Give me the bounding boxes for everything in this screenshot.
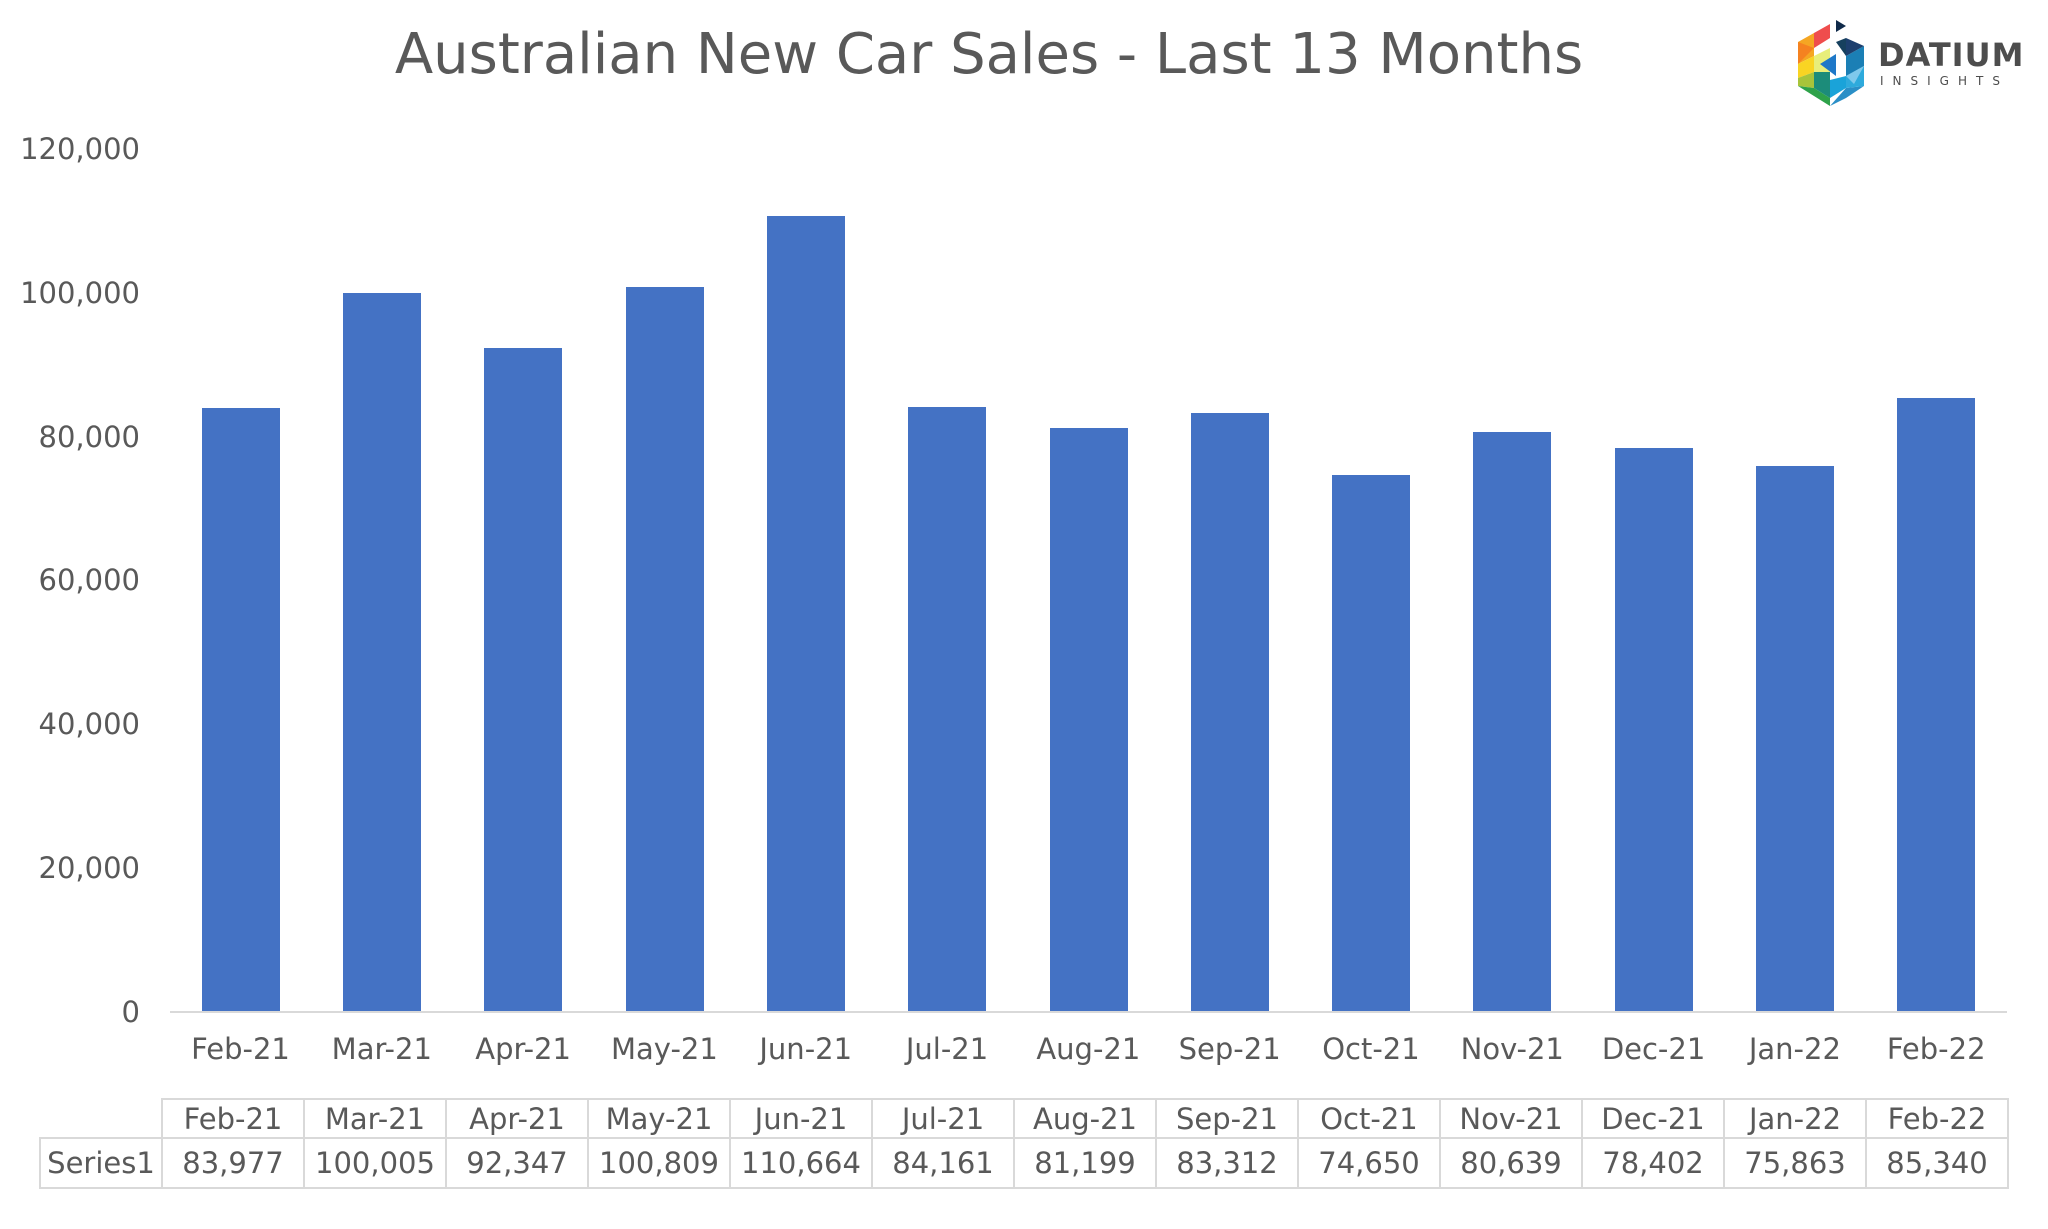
- data-table-value-cell: 110,664: [729, 1137, 873, 1189]
- data-table-header-cell: Dec-21: [1581, 1098, 1725, 1139]
- data-table-value-cell: 84,161: [871, 1137, 1015, 1189]
- bar: [342, 292, 421, 1012]
- x-tick-label: Jan-22: [1748, 1032, 1841, 1066]
- data-table-value-cell: 92,347: [445, 1137, 589, 1189]
- data-table-header-cell: Apr-21: [445, 1098, 589, 1139]
- data-table-header-cell: Feb-21: [161, 1098, 305, 1139]
- x-tick-label: Aug-21: [1036, 1032, 1141, 1066]
- data-table-row: Series1 83,977 100,005 92,347 100,809 110,66…: [39, 1137, 2009, 1189]
- data-table-corner: [40, 1099, 163, 1139]
- data-table-value-cell: 100,005: [303, 1137, 447, 1189]
- bar: [1332, 475, 1411, 1012]
- y-tick-label: 80,000: [38, 420, 140, 454]
- x-tick-label: Jul-21: [905, 1032, 989, 1066]
- data-table-header-cell: Sep-21: [1155, 1098, 1299, 1139]
- datium-hexagon-logo-icon: [1798, 20, 1864, 106]
- x-tick-label: Feb-22: [1886, 1032, 1986, 1066]
- data-table-value-cell: 80,639: [1439, 1137, 1583, 1189]
- y-tick-label: 120,000: [20, 132, 140, 166]
- x-tick-label: Nov-21: [1460, 1032, 1564, 1066]
- bar: [1756, 466, 1835, 1012]
- x-tick-label: Mar-21: [331, 1032, 432, 1066]
- y-tick-label: 60,000: [38, 563, 140, 597]
- data-table-value-cell: 100,809: [587, 1137, 731, 1189]
- data-table-value-cell: 78,402: [1581, 1137, 1725, 1189]
- data-table-header-cell: Nov-21: [1439, 1098, 1583, 1139]
- data-table-header-cell: Jun-21: [729, 1098, 873, 1139]
- x-tick-label: Jun-21: [759, 1032, 853, 1066]
- x-tick-label: Apr-21: [475, 1032, 571, 1066]
- data-table-value-cell: 74,650: [1297, 1137, 1441, 1189]
- chart-title-text: Australian New Car Sales - Last 13 Month…: [394, 22, 1584, 87]
- data-table-header-cell: May-21: [587, 1098, 731, 1139]
- data-table-header-cell: Oct-21: [1297, 1098, 1441, 1139]
- bar: [1049, 428, 1128, 1012]
- bar: [625, 287, 704, 1012]
- bar: [201, 408, 280, 1012]
- y-tick-label: 40,000: [38, 707, 140, 741]
- data-table-header-cell: Feb-22: [1865, 1098, 2009, 1139]
- chart-title: Australian New Car Sales - Last 13 Month…: [0, 22, 2048, 87]
- logo-subtitle: INSIGHTS: [1880, 74, 2009, 88]
- data-table-value-cell: 81,199: [1013, 1137, 1157, 1189]
- y-tick-label: 0: [121, 995, 140, 1029]
- bar: [766, 216, 845, 1012]
- data-table-value-cell: 85,340: [1865, 1137, 2009, 1189]
- data-table: Feb-21 Mar-21 Apr-21 May-21 Jun-21 Jul-21 Aug-…: [39, 1098, 2009, 1189]
- y-tick-label: 100,000: [20, 276, 140, 310]
- x-tick-label: Dec-21: [1601, 1032, 1706, 1066]
- bar: [1473, 432, 1552, 1012]
- bar: [1614, 448, 1693, 1012]
- data-table-header-cell: Mar-21: [303, 1098, 447, 1139]
- x-tick-label: Sep-21: [1178, 1032, 1281, 1066]
- data-table-header-cell: Aug-21: [1013, 1098, 1157, 1139]
- x-tick-label: Feb-21: [191, 1032, 290, 1066]
- series-label: Series1: [39, 1137, 163, 1189]
- data-table-header-cell: Jul-21: [871, 1098, 1015, 1139]
- bar: [484, 347, 563, 1012]
- data-table-value-cell: 75,863: [1723, 1137, 1867, 1189]
- bar: [1897, 398, 1976, 1012]
- x-axis-line: [170, 1011, 2007, 1013]
- logo-name: DATIUM: [1878, 36, 2025, 74]
- bar: [1190, 412, 1269, 1012]
- data-table-value-cell: 83,977: [161, 1137, 305, 1189]
- datium-insights-logo: DATIUM INSIGHTS: [1796, 20, 2026, 108]
- y-tick-label: 20,000: [38, 851, 140, 885]
- data-table-header-cell: Jan-22: [1723, 1098, 1867, 1139]
- x-tick-label: May-21: [611, 1032, 718, 1066]
- data-table-header-row: Feb-21 Mar-21 Apr-21 May-21 Jun-21 Jul-21 Aug-…: [40, 1098, 2009, 1139]
- x-tick-label: Oct-21: [1322, 1032, 1420, 1066]
- data-table-value-cell: 83,312: [1155, 1137, 1299, 1189]
- bar: [908, 406, 987, 1012]
